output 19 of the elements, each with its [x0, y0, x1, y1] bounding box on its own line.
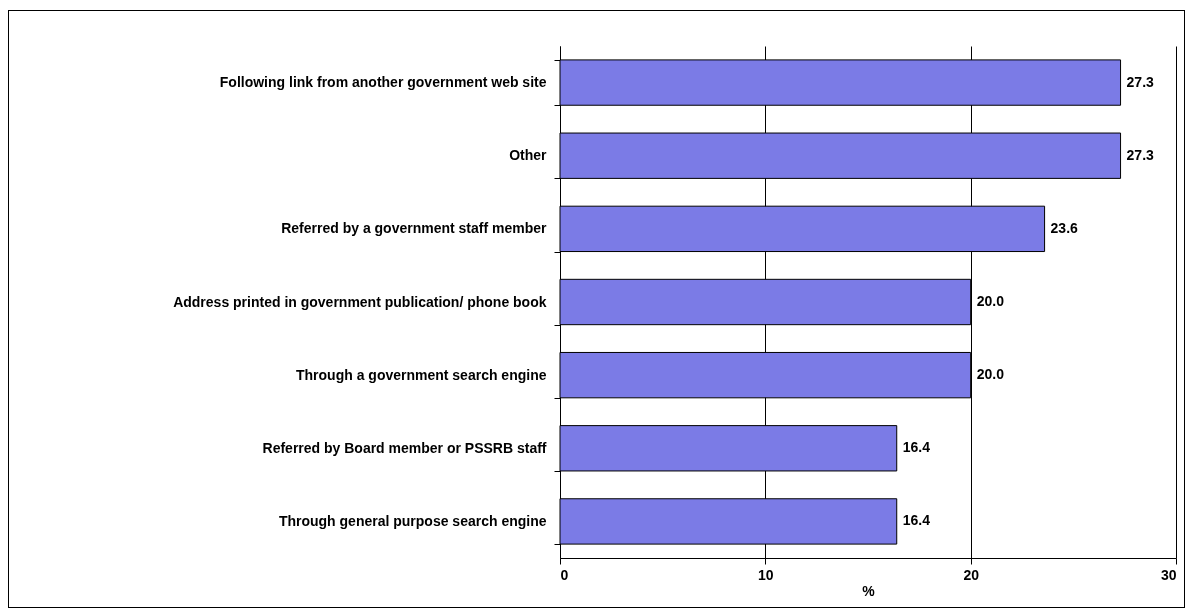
data-label: 27.3	[1126, 73, 1155, 90]
y-tick-label: Following link from another government web site	[219, 74, 547, 91]
data-label: 20.0	[976, 366, 1005, 383]
y-tick-label: Other	[509, 147, 548, 164]
y-tick-label: Address printed in government publication/ phone book	[173, 293, 547, 310]
data-label: 27.3	[1126, 146, 1155, 163]
y-tick-label: Through a government search engine	[296, 366, 547, 383]
data-label: 20.0	[976, 293, 1005, 309]
x-axis-title: %	[862, 582, 876, 599]
y-tick-label: Referred by Board member or PSSRB staff	[262, 439, 547, 456]
data-label: 23.6	[1050, 219, 1079, 236]
x-tick-label: 10	[758, 566, 774, 583]
y-tick-label: Referred by a government staff member	[281, 220, 548, 237]
data-label: 16.4	[902, 512, 931, 529]
x-tick-label: 30	[1160, 566, 1177, 583]
y-tick-label: Through general purpose search engine	[278, 512, 547, 529]
data-label: 16.4	[902, 439, 931, 456]
x-tick-label: 20	[963, 566, 980, 583]
x-tick-label: 0	[560, 566, 569, 583]
